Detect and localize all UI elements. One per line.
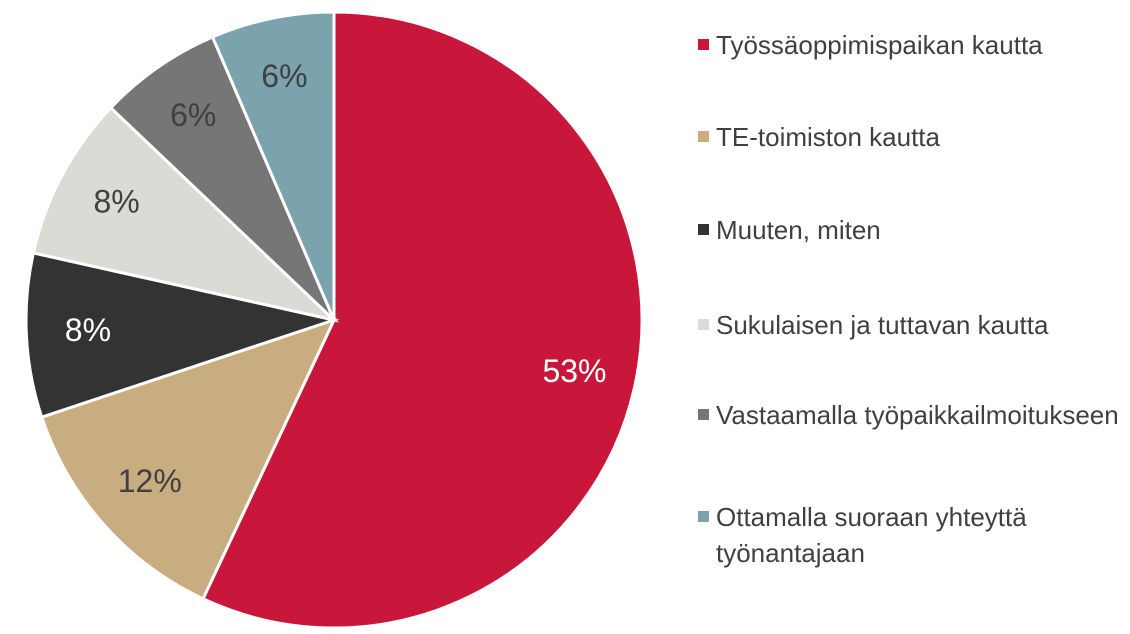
pie-slice	[210, 10, 336, 321]
slice-label: 12%	[118, 463, 182, 499]
legend-swatch	[698, 39, 709, 50]
legend-swatch	[698, 224, 709, 235]
pie-slice	[201, 10, 644, 630]
legend-swatch	[698, 409, 709, 420]
slice-label: 8%	[93, 184, 139, 220]
legend-label: Työssäoppimispaikan kautta	[716, 30, 1043, 60]
legend-label: TE-toimiston kautta	[716, 122, 940, 152]
legend-swatch	[698, 319, 709, 330]
legend-label: Vastaamalla työpaikkailmoitukseen	[716, 400, 1119, 430]
chart: 53% 12% 8% 8% 6% 6%	[24, 10, 644, 630]
legend-item: TE-toimiston kautta	[698, 119, 1128, 155]
pie-slice	[24, 251, 340, 420]
pie-slice	[108, 34, 336, 322]
legend-item: Sukulaisen ja tuttavan kautta	[698, 307, 1128, 343]
legend-label: Sukulaisen ja tuttavan kautta	[716, 310, 1049, 340]
legend-label: Ottamalla suoraan yhteyttä työnantajaan	[716, 502, 1027, 568]
pie-slice	[39, 317, 337, 601]
legend-label: Muuten, miten	[716, 215, 881, 245]
pie-slice	[31, 105, 339, 323]
legend-item: Vastaamalla työpaikkailmoitukseen	[698, 397, 1128, 433]
slice-label: 8%	[65, 312, 111, 348]
slice-label: 53%	[542, 353, 606, 389]
legend-item: Muuten, miten	[698, 212, 1128, 248]
legend-swatch	[698, 131, 709, 142]
slice-label: 6%	[261, 58, 307, 94]
legend-swatch	[698, 511, 709, 522]
legend-item: Työssäoppimispaikan kautta	[698, 27, 1128, 63]
slice-label: 6%	[170, 97, 216, 133]
legend-item: Ottamalla suoraan yhteyttä työnantajaan	[698, 499, 1128, 571]
